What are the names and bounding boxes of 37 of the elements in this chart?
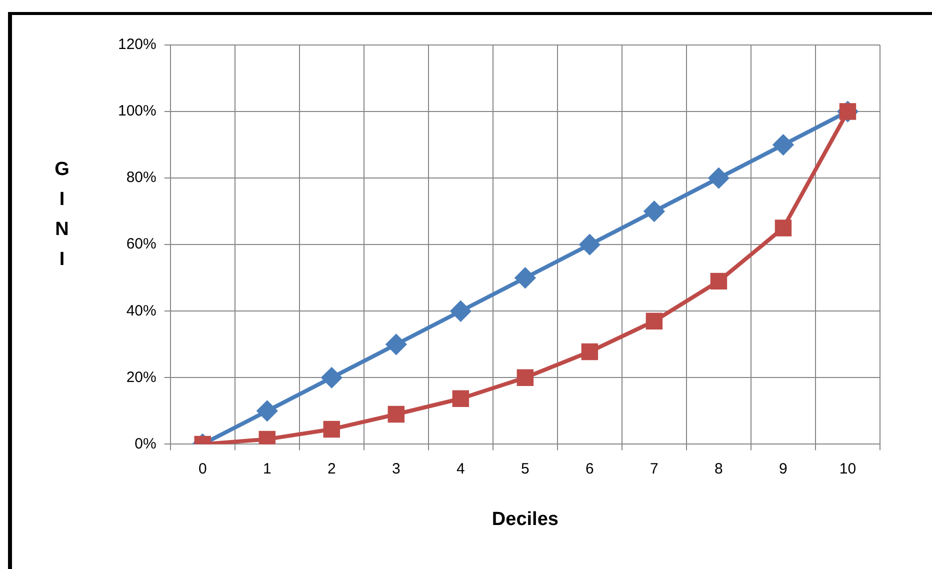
x-tick-label: 2 bbox=[327, 460, 336, 478]
point bbox=[450, 301, 471, 322]
y-axis-title: GINI bbox=[54, 158, 70, 270]
x-tick-label: 10 bbox=[839, 460, 856, 478]
point bbox=[516, 369, 534, 386]
point bbox=[710, 272, 728, 290]
point bbox=[515, 268, 536, 288]
point bbox=[580, 234, 600, 255]
point bbox=[386, 334, 406, 354]
x-tick-label: 7 bbox=[650, 460, 658, 478]
x-tick-label: 9 bbox=[779, 460, 788, 478]
point bbox=[452, 390, 470, 407]
x-tick-label: 4 bbox=[456, 460, 465, 478]
y-tick-label: 20% bbox=[126, 368, 156, 386]
point bbox=[257, 400, 278, 421]
point bbox=[773, 134, 794, 155]
x-tick-label: 3 bbox=[392, 460, 400, 478]
point bbox=[708, 168, 729, 188]
x-axis-title: Deciles bbox=[492, 508, 558, 530]
y-tick-label: 60% bbox=[126, 236, 156, 253]
y-tick-label: 80% bbox=[126, 169, 156, 186]
x-tick-label: 0 bbox=[198, 460, 207, 478]
y-tick-label: 100% bbox=[118, 102, 156, 120]
point bbox=[388, 406, 405, 423]
x-tick-label: 5 bbox=[521, 460, 530, 478]
y-tick-label: 0% bbox=[134, 435, 156, 452]
y-tick-label: 120% bbox=[118, 36, 156, 54]
point bbox=[581, 343, 598, 360]
point bbox=[646, 312, 663, 330]
point bbox=[644, 201, 664, 222]
x-tick-label: 8 bbox=[714, 460, 723, 478]
point bbox=[322, 368, 342, 388]
point bbox=[323, 420, 340, 438]
y-tick-label: 40% bbox=[126, 302, 156, 320]
x-tick-label: 6 bbox=[586, 460, 594, 478]
point bbox=[774, 220, 792, 236]
x-tick-label: 1 bbox=[262, 460, 272, 478]
